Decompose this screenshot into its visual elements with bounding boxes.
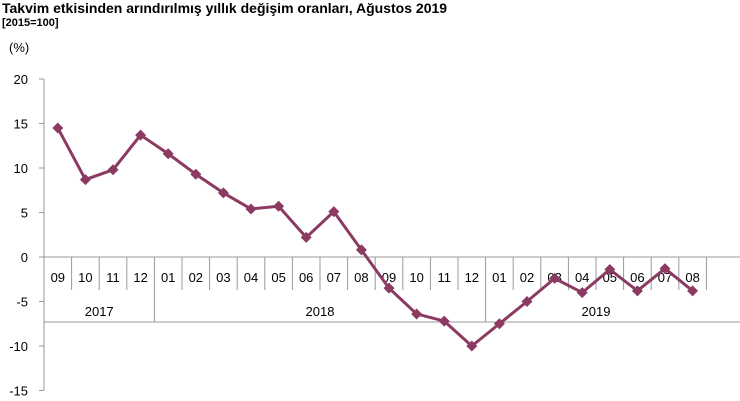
x-tick-label: 01	[492, 270, 506, 285]
data-point-marker	[549, 272, 561, 284]
x-tick-label: 05	[271, 270, 285, 285]
chart-title: Takvim etkisinden arındırılmış yıllık de…	[2, 0, 448, 16]
series-line	[56, 127, 694, 348]
data-point-marker	[245, 203, 257, 215]
x-tick-label: 01	[161, 270, 175, 285]
data-point-marker	[687, 285, 699, 297]
x-tick-label: 08	[685, 270, 699, 285]
x-tick-label: 06	[299, 270, 313, 285]
data-point-marker	[135, 129, 147, 141]
data-point-marker	[604, 263, 616, 275]
x-tick-label: 03	[216, 270, 230, 285]
data-point-marker	[217, 187, 229, 199]
data-point-marker	[273, 200, 285, 212]
data-point-marker	[162, 148, 174, 160]
data-point-marker	[438, 315, 450, 327]
year-label: 2019	[582, 304, 611, 319]
x-tick-label: 11	[106, 270, 120, 285]
x-tick-label: 10	[78, 270, 92, 285]
year-label: 2018	[306, 304, 335, 319]
y-tick-label: 0	[21, 250, 28, 265]
x-tick-label: 12	[465, 270, 479, 285]
x-tick-label: 02	[520, 270, 534, 285]
x-tick-label: 09	[51, 270, 65, 285]
chart-subtitle: [2015=100]	[2, 17, 59, 29]
data-point-marker	[355, 244, 367, 256]
data-point-marker	[383, 282, 395, 294]
y-tick-label: 20	[14, 72, 28, 87]
y-axis-unit-label: (%)	[9, 40, 29, 55]
y-tick-label: 5	[21, 206, 28, 221]
y-tick-label: -5	[16, 295, 28, 310]
data-point-marker	[659, 263, 671, 275]
axes	[43, 79, 740, 391]
data-point-marker	[466, 340, 478, 352]
data-point-marker	[328, 206, 340, 218]
x-tick-label: 11	[437, 270, 451, 285]
x-tick-label: 12	[133, 270, 147, 285]
y-tick-label: 10	[14, 161, 28, 176]
y-tick-label: 15	[14, 117, 28, 132]
x-tick-label: 02	[189, 270, 203, 285]
x-tick-label: 07	[327, 270, 341, 285]
y-tick-label: -10	[9, 339, 28, 354]
x-tick-label: 10	[409, 270, 423, 285]
year-label: 2017	[85, 304, 114, 319]
x-tick-label: 04	[575, 270, 589, 285]
data-point-marker	[411, 308, 423, 320]
data-point-marker	[79, 174, 91, 186]
data-point-marker	[190, 168, 202, 180]
x-tick-label: 07	[658, 270, 672, 285]
year-labels: 2017 2018 2019	[85, 290, 611, 322]
x-tick-label: 08	[354, 270, 368, 285]
data-point-marker	[493, 318, 505, 330]
data-point-marker	[631, 285, 643, 297]
x-axis-ticks: 0910111201020304050607080910111201020304…	[43, 257, 707, 290]
data-point-marker	[576, 287, 588, 299]
data-point-marker	[107, 164, 119, 176]
data-point-marker	[521, 296, 533, 307]
x-tick-label: 04	[244, 270, 258, 285]
series	[52, 122, 699, 352]
y-tick-label: -15	[9, 384, 28, 399]
x-tick-label: 06	[630, 270, 644, 285]
y-axis-ticks: 20 15 10 5 0 -5 -10 -15	[9, 72, 44, 399]
data-point-marker	[52, 122, 64, 134]
data-point-marker	[300, 231, 312, 243]
